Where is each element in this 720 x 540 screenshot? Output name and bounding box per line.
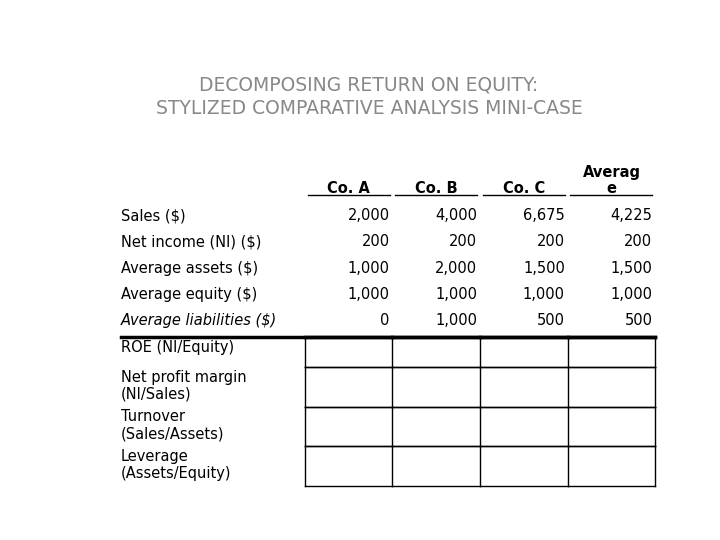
Text: e: e	[606, 181, 616, 196]
Text: 6,675: 6,675	[523, 208, 565, 223]
Text: 1,000: 1,000	[348, 261, 390, 275]
Text: 0: 0	[380, 313, 390, 328]
Text: DECOMPOSING RETURN ON EQUITY:
STYLIZED COMPARATIVE ANALYSIS MINI-CASE: DECOMPOSING RETURN ON EQUITY: STYLIZED C…	[156, 75, 582, 118]
Text: 1,000: 1,000	[611, 287, 652, 302]
Text: Average equity ($): Average equity ($)	[121, 287, 257, 302]
Text: 200: 200	[624, 234, 652, 249]
Text: Average liabilities ($): Average liabilities ($)	[121, 313, 277, 328]
Text: 56: 56	[692, 521, 707, 534]
Text: 1,500: 1,500	[611, 261, 652, 275]
Text: ROE (NI/Equity): ROE (NI/Equity)	[121, 340, 234, 355]
Text: 1,000: 1,000	[436, 313, 477, 328]
Text: Co. B: Co. B	[415, 181, 457, 196]
Text: Co. C: Co. C	[503, 181, 545, 196]
Text: 1,000: 1,000	[436, 287, 477, 302]
Text: 1,000: 1,000	[348, 287, 390, 302]
Text: Averag: Averag	[582, 165, 641, 180]
Text: 500: 500	[624, 313, 652, 328]
Text: Average assets ($): Average assets ($)	[121, 261, 258, 275]
Text: Leverage
(Assets/Equity): Leverage (Assets/Equity)	[121, 449, 231, 481]
Text: Co. A: Co. A	[327, 181, 370, 196]
Text: 1,500: 1,500	[523, 261, 565, 275]
Text: Sales ($): Sales ($)	[121, 208, 185, 223]
Text: Copyright © 2013 CFA Institute: Copyright © 2013 CFA Institute	[13, 521, 199, 534]
Text: 200: 200	[361, 234, 390, 249]
Text: Turnover
(Sales/Assets): Turnover (Sales/Assets)	[121, 409, 224, 442]
Text: 4,225: 4,225	[611, 208, 652, 223]
Text: 2,000: 2,000	[435, 261, 477, 275]
Text: 2,000: 2,000	[348, 208, 390, 223]
Text: 1,000: 1,000	[523, 287, 565, 302]
Text: Net profit margin
(NI/Sales): Net profit margin (NI/Sales)	[121, 369, 246, 402]
Text: 200: 200	[536, 234, 565, 249]
Text: 4,000: 4,000	[436, 208, 477, 223]
Text: 500: 500	[537, 313, 565, 328]
Text: Net income (NI) ($): Net income (NI) ($)	[121, 234, 261, 249]
Text: 200: 200	[449, 234, 477, 249]
